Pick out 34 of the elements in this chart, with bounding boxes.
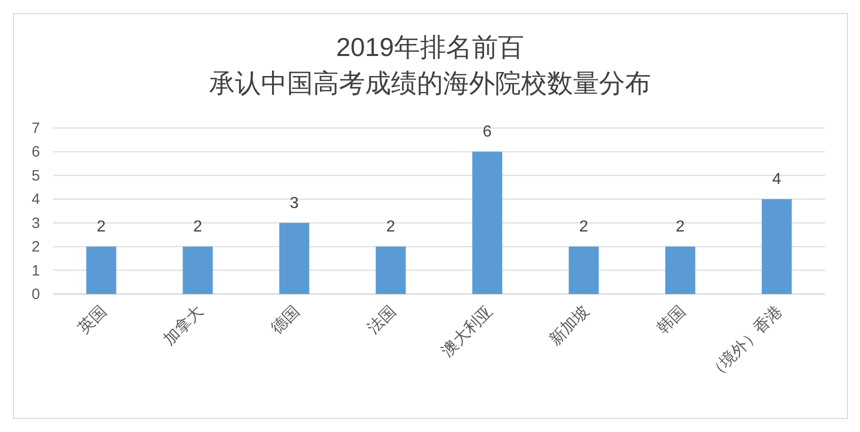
- y-tick-label: 3: [32, 214, 40, 232]
- bar: [279, 222, 310, 294]
- x-tick-label: 法国: [364, 302, 400, 338]
- data-label: 2: [676, 218, 685, 236]
- bar: [762, 199, 792, 294]
- y-tick-label: 4: [32, 191, 40, 208]
- data-label: 6: [482, 124, 492, 141]
- x-tick-label: 澳大利亚: [438, 302, 496, 360]
- y-tick-label: 1: [32, 262, 40, 280]
- chart-subtitle: 承认中国高考成绩的海外院校数量分布: [209, 68, 651, 98]
- y-tick-label: 7: [32, 120, 40, 137]
- bar: [472, 152, 502, 294]
- data-label: 2: [96, 218, 106, 236]
- data-label: 2: [579, 218, 588, 236]
- x-tick-label: 加拿大: [160, 302, 207, 349]
- x-tick-label: 英国: [74, 302, 110, 338]
- x-tick-label: 德国: [268, 302, 304, 338]
- bar: [568, 246, 599, 294]
- chart-title: 2019年排名前百: [336, 32, 524, 62]
- x-tick-label: 新加坡: [546, 302, 593, 349]
- bar: [376, 246, 406, 294]
- data-label: 3: [290, 194, 299, 212]
- y-tick-label: 0: [32, 286, 40, 303]
- data-label: 2: [386, 218, 396, 236]
- x-tick-label: 韩国: [654, 302, 690, 338]
- bar: [182, 246, 213, 294]
- bar: [86, 246, 116, 294]
- data-label: 2: [193, 218, 202, 236]
- y-tick-label: 6: [32, 144, 40, 161]
- bar: [665, 246, 696, 294]
- x-tick-label: （境外）香港: [704, 302, 786, 383]
- y-tick-label: 5: [32, 167, 40, 184]
- y-tick-label: 2: [32, 238, 40, 256]
- data-label: 4: [772, 171, 782, 188]
